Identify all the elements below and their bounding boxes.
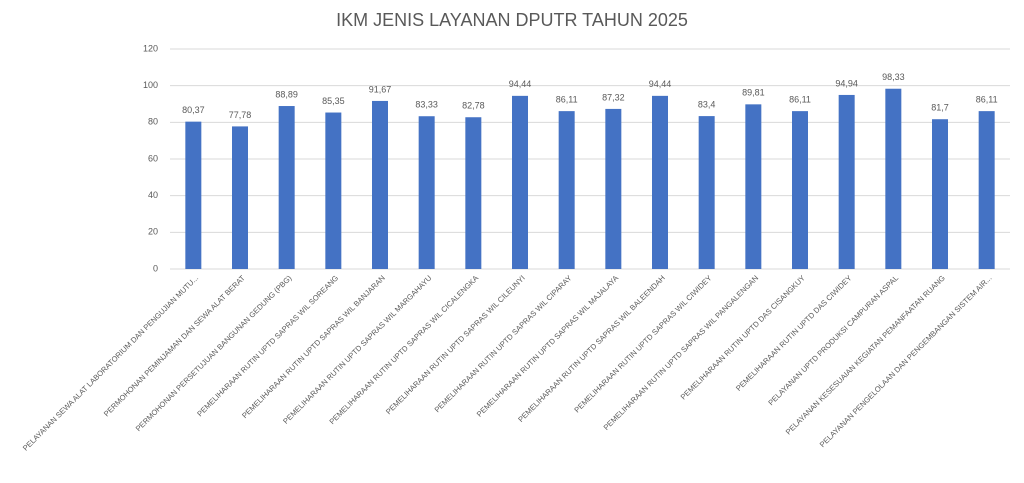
value-label: 81,7 (931, 103, 949, 113)
bar (232, 126, 248, 269)
y-tick-label: 80 (148, 117, 158, 127)
bar (512, 95, 528, 269)
value-label: 86,11 (556, 95, 578, 105)
value-label: 91,67 (369, 84, 392, 94)
bar (745, 104, 762, 270)
value-label: 88,89 (275, 89, 298, 99)
bar (838, 94, 855, 270)
value-label: 98,33 (882, 72, 905, 82)
value-label: 77,78 (229, 110, 252, 120)
bar (465, 117, 482, 269)
value-label: 82,78 (462, 101, 485, 111)
bar (325, 112, 342, 270)
value-label: 89,81 (742, 88, 765, 98)
y-tick-label: 60 (148, 153, 158, 163)
bar (185, 121, 202, 269)
bar (792, 111, 808, 269)
y-tick-label: 0 (153, 263, 158, 273)
value-label: 94,94 (835, 78, 858, 88)
y-tick-label: 120 (143, 43, 158, 53)
value-label: 86,11 (976, 95, 998, 105)
value-label: 94,44 (649, 79, 672, 89)
chart-title: IKM JENIS LAYANAN DPUTR TAHUN 2025 (336, 10, 688, 30)
bar (885, 88, 902, 269)
bar (605, 108, 622, 269)
value-label: 83,4 (698, 99, 716, 109)
value-label: 80,37 (182, 105, 205, 115)
bar (278, 106, 295, 269)
value-label: 87,32 (602, 92, 625, 102)
value-label: 85,35 (322, 96, 345, 106)
bar (558, 111, 575, 269)
value-label: 86,11 (789, 95, 811, 105)
bar (978, 111, 995, 269)
value-label: 94,44 (509, 79, 532, 89)
y-tick-label: 40 (148, 190, 158, 200)
bar (652, 95, 668, 269)
bar (372, 100, 388, 270)
value-label: 83,33 (415, 100, 438, 110)
y-tick-label: 20 (148, 227, 158, 237)
bar (418, 116, 435, 269)
bar (698, 116, 715, 269)
bar (932, 119, 948, 269)
y-tick-label: 100 (143, 80, 158, 90)
